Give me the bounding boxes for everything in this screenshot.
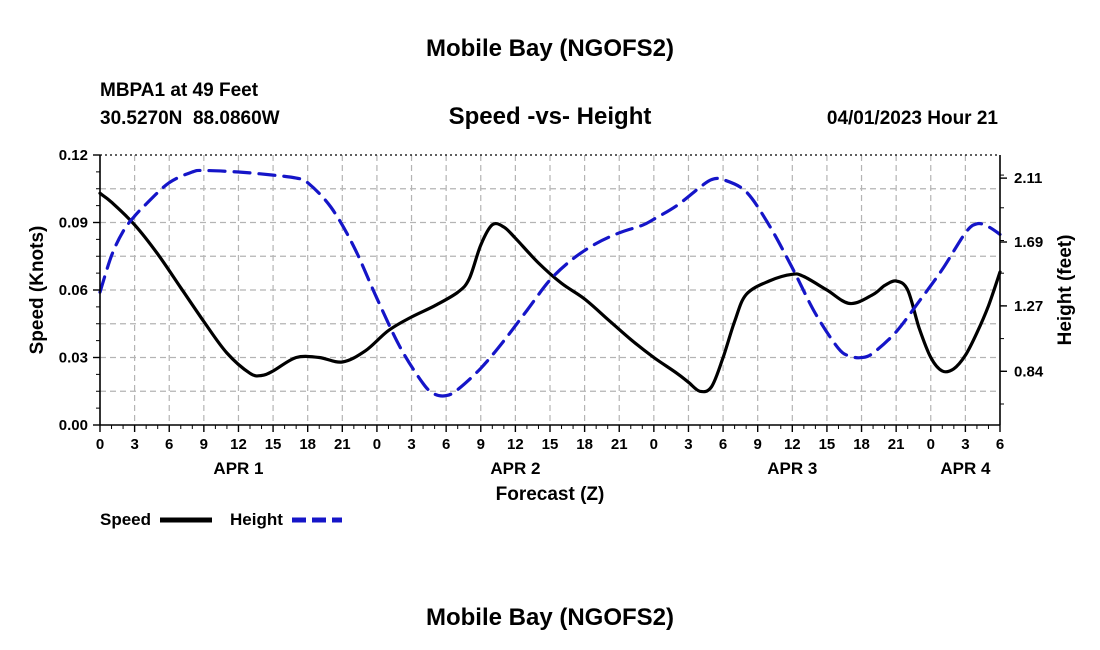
date-label: APR 3 <box>767 459 817 478</box>
x-tick-label: 6 <box>165 436 173 453</box>
y-axis-left-label: Speed (Knots) <box>27 226 48 355</box>
x-tick-label: 6 <box>442 436 450 453</box>
x-tick-label: 18 <box>299 436 316 453</box>
y-right-tick-label: 2.11 <box>1014 170 1042 187</box>
date-label: APR 2 <box>490 459 540 478</box>
y-right-tick-label: 1.27 <box>1014 298 1043 315</box>
x-tick-label: 15 <box>265 436 282 453</box>
y-axis-right-label: Height (feet) <box>1055 235 1076 346</box>
x-tick-label: 0 <box>373 436 381 453</box>
footer-title: Mobile Bay (NGOFS2) <box>426 604 674 631</box>
x-tick-label: 3 <box>407 436 415 453</box>
series-layer <box>98 168 1002 398</box>
x-tick-label: 9 <box>477 436 485 453</box>
speed-series-line <box>98 191 1002 394</box>
y-left-tick-label: 0.06 <box>59 282 88 299</box>
y-left-tick-label: 0.12 <box>59 147 88 164</box>
x-tick-label: 3 <box>961 436 969 453</box>
x-tick-label: 0 <box>650 436 658 453</box>
x-tick-label: 21 <box>888 436 905 453</box>
y-left-tick-label: 0.09 <box>59 215 88 232</box>
x-tick-label: 18 <box>853 436 870 453</box>
date-label: APR 4 <box>940 459 991 478</box>
chart-title: Mobile Bay (NGOFS2) <box>426 35 674 62</box>
y-left-tick-label: 0.03 <box>59 350 88 367</box>
x-tick-label: 9 <box>754 436 762 453</box>
y-left-tick-label: 0.00 <box>59 417 88 434</box>
x-tick-label: 21 <box>611 436 628 453</box>
x-tick-label: 6 <box>719 436 727 453</box>
location-label: 30.5270N 88.0860W <box>100 108 280 129</box>
y-right-tick-label: 1.69 <box>1014 234 1043 251</box>
y-right-tick-label: 0.84 <box>1014 363 1044 380</box>
grid-lines <box>100 154 1000 425</box>
x-tick-label: 12 <box>507 436 524 453</box>
date-label: APR 1 <box>213 459 263 478</box>
x-tick-label: 12 <box>230 436 247 453</box>
timestamp-label: 04/01/2023 Hour 21 <box>827 108 999 129</box>
x-tick-label: 3 <box>684 436 692 453</box>
x-tick-label: 0 <box>96 436 104 453</box>
axes: 0 3 6 9 12 15 18 21 0 3 6 9 12 15 18 21 0 3 6 9 12 15 18 21 0 3 6A… <box>59 147 1044 478</box>
x-tick-label: 12 <box>784 436 801 453</box>
x-tick-label: 6 <box>996 436 1004 453</box>
legend: Speed Height <box>100 510 342 529</box>
station-label: MBPA1 at 49 Feet <box>100 80 259 101</box>
legend-speed-label: Speed <box>100 510 151 529</box>
x-tick-label: 18 <box>576 436 593 453</box>
chart-subtitle: Speed -vs- Height <box>449 103 652 130</box>
legend-height-label: Height <box>230 510 283 529</box>
x-axis-label: Forecast (Z) <box>496 484 605 505</box>
x-tick-label: 9 <box>200 436 208 453</box>
x-tick-label: 15 <box>542 436 559 453</box>
x-tick-label: 3 <box>130 436 138 453</box>
x-tick-label: 0 <box>927 436 935 453</box>
x-tick-label: 15 <box>819 436 836 453</box>
height-series-line <box>98 168 1002 398</box>
x-tick-label: 21 <box>334 436 351 453</box>
